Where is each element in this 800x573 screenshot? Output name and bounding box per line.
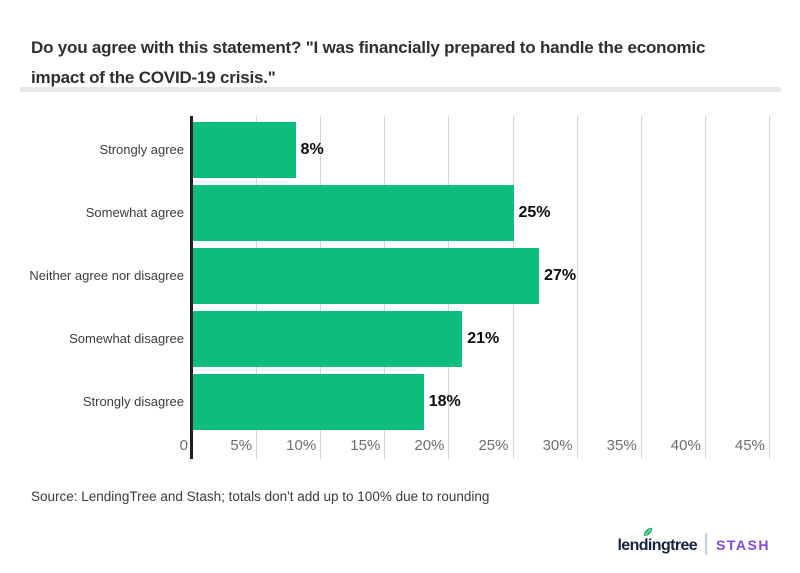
lendingtree-logo: lendingtree: [617, 527, 698, 555]
stash-logo: STASH: [716, 537, 770, 553]
value-label: 21%: [467, 329, 500, 347]
bar: [193, 121, 296, 178]
y-axis-line: [190, 116, 193, 459]
leaf-icon: [644, 527, 653, 537]
title-divider: [20, 87, 781, 92]
source-note: Source: LendingTree and Stash; totals do…: [31, 489, 490, 504]
x-tick-label: 20%: [414, 437, 445, 454]
gridline: [768, 116, 770, 459]
x-tick-label: 15%: [350, 437, 381, 454]
x-tick-label: 5%: [230, 437, 253, 454]
bar: [193, 373, 424, 430]
gridline: [576, 116, 578, 459]
value-label: 27%: [544, 266, 577, 284]
category-label: Somewhat disagree: [69, 330, 184, 346]
page-title-line2: impact of the COVID-19 crisis.": [31, 68, 276, 88]
x-tick-label: 10%: [286, 437, 317, 454]
x-tick-label: 45%: [734, 437, 765, 454]
page-title: Do you agree with this statement? "I was…: [31, 33, 776, 93]
bar: [193, 247, 540, 304]
value-label: 8%: [300, 140, 324, 158]
page-title-line1: Do you agree with this statement? "I was…: [31, 38, 706, 58]
lendingtree-logo-text: lendingtree: [617, 537, 698, 554]
category-label: Strongly disagree: [82, 393, 184, 409]
category-label: Neither agree nor disagree: [29, 267, 184, 283]
bar: [193, 310, 463, 367]
bar: [193, 184, 514, 241]
category-label: Somewhat agree: [85, 204, 184, 220]
category-label: Strongly agree: [99, 141, 184, 157]
value-label: 25%: [518, 203, 551, 221]
x-tick-label: 40%: [670, 437, 701, 454]
x-tick-label: 0: [179, 437, 188, 454]
value-label: 18%: [428, 392, 461, 410]
x-tick-label: 30%: [542, 437, 573, 454]
x-tick-label: 35%: [606, 437, 637, 454]
logo-divider: [705, 533, 708, 555]
gridline: [704, 116, 706, 459]
x-tick-label: 25%: [478, 437, 509, 454]
footer-logos: lendingtree STASH: [617, 527, 770, 556]
gridline: [640, 116, 642, 459]
